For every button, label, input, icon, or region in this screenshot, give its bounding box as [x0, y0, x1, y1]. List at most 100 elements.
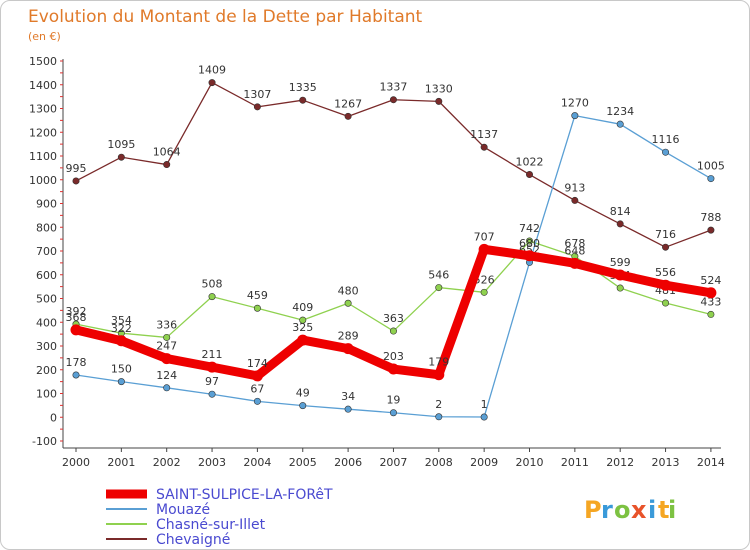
data-label: 1270	[561, 97, 589, 110]
data-point	[163, 333, 171, 341]
data-point	[525, 171, 533, 179]
data-point	[660, 279, 672, 291]
y-tick-label: 900	[36, 198, 57, 211]
logo-letter: o	[614, 496, 631, 524]
data-label: 814	[610, 205, 631, 218]
data-point	[70, 324, 82, 336]
data-point	[389, 96, 397, 104]
data-label: 1335	[289, 81, 317, 94]
legend-label: Mouazé	[156, 502, 210, 518]
data-label: 913	[564, 181, 585, 194]
data-label: 1	[481, 398, 488, 411]
data-point	[662, 243, 670, 251]
data-label: 599	[610, 256, 631, 269]
y-tick-label: 600	[36, 269, 57, 282]
data-label: 680	[519, 237, 540, 250]
x-tick-label: 2014	[697, 456, 725, 469]
y-tick-label: 100	[36, 388, 57, 401]
y-tick-label: 200	[36, 364, 57, 377]
data-label: 459	[247, 289, 268, 302]
x-tick-label: 2000	[62, 456, 90, 469]
data-label: 179	[428, 356, 449, 369]
data-point	[707, 175, 715, 183]
data-label: 1064	[153, 146, 181, 159]
data-label: 1234	[606, 105, 634, 118]
data-label: 67	[250, 382, 264, 395]
data-point	[253, 103, 261, 111]
y-tick-label: 700	[36, 245, 57, 258]
x-tick-label: 2003	[198, 456, 226, 469]
data-label: 1005	[697, 160, 725, 173]
chart-unit-label: (en €)	[28, 30, 61, 43]
data-point	[389, 409, 397, 417]
y-tick-label: 300	[36, 340, 57, 353]
data-point	[299, 402, 307, 410]
data-label: 707	[474, 230, 495, 243]
data-point	[480, 413, 488, 421]
data-point	[525, 237, 533, 245]
y-tick-label: 400	[36, 316, 57, 329]
data-point	[480, 143, 488, 151]
data-label: 174	[247, 357, 268, 370]
data-label: 1137	[470, 128, 498, 141]
y-tick-label: 1500	[29, 55, 57, 68]
data-label: 392	[66, 305, 87, 318]
data-point	[571, 112, 579, 120]
data-label: 995	[66, 162, 87, 175]
data-label: 34	[341, 390, 355, 403]
data-point	[206, 361, 218, 373]
data-point	[389, 327, 397, 335]
data-point	[705, 287, 717, 299]
data-label: 546	[428, 269, 449, 282]
logo-letter: i	[668, 496, 676, 524]
chart-title: Evolution du Montant de la Dette par Hab…	[28, 7, 423, 27]
data-point	[344, 405, 352, 413]
data-point	[297, 334, 309, 346]
y-tick-label: 1300	[29, 103, 57, 116]
series-saint-sulpice-la-foret: 368 322 247 211 174 325 289 203 179 707 680 648 599 5…	[66, 230, 721, 382]
data-point	[72, 371, 80, 379]
x-tick-label: 2012	[606, 456, 634, 469]
data-point	[163, 161, 171, 169]
legend-label: SAINT-SULPICE-LA-FORêT	[156, 487, 333, 503]
data-label: 716	[655, 228, 676, 241]
data-label: 742	[519, 222, 540, 235]
series-chasne-sur-illet: 3923543365084594094803635465267426785444…	[66, 222, 721, 341]
data-point	[662, 299, 670, 307]
logo-letter: P	[584, 496, 602, 524]
data-point	[480, 288, 488, 296]
data-label: 363	[383, 312, 404, 325]
data-label: 678	[564, 237, 585, 250]
legend: SAINT-SULPICE-LA-FORêTMouazéChasné-sur-I…	[106, 487, 333, 548]
data-point	[299, 316, 307, 324]
y-tick-label: 1400	[29, 79, 57, 92]
x-tick-label: 2001	[107, 456, 135, 469]
data-label: 409	[292, 301, 313, 314]
x-tick-label: 2013	[652, 456, 680, 469]
data-point	[616, 284, 624, 292]
data-point	[478, 243, 490, 255]
data-label: 1409	[198, 64, 226, 77]
data-label: 211	[202, 348, 223, 361]
x-tick-label: 2009	[470, 456, 498, 469]
data-point	[342, 343, 354, 355]
data-point	[115, 335, 127, 347]
data-label: 368	[66, 311, 87, 324]
data-label: 289	[338, 330, 359, 343]
data-label: 336	[156, 318, 177, 331]
logo-letter: i	[648, 496, 656, 524]
data-label: 1095	[107, 138, 135, 151]
data-label: 178	[66, 356, 87, 369]
data-label: 788	[700, 211, 721, 224]
logo-letter: t	[658, 496, 669, 524]
data-point	[614, 269, 626, 281]
y-tick-label: -100	[32, 435, 57, 448]
data-point	[117, 153, 125, 161]
data-point	[435, 97, 443, 105]
data-point	[72, 177, 80, 185]
x-tick-label: 2006	[334, 456, 362, 469]
data-label: 2	[435, 398, 442, 411]
